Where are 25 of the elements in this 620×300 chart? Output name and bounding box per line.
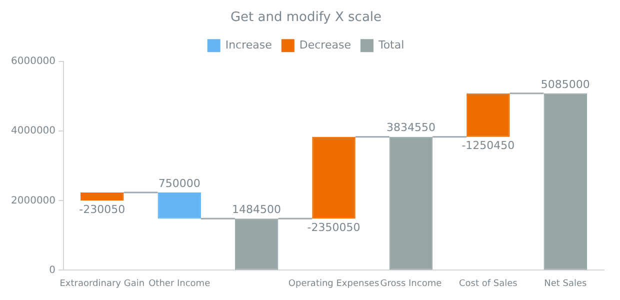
data-label: -230050 <box>79 202 126 216</box>
x-tick-label: Extraordinary Gain <box>60 278 145 289</box>
data-label: 5085000 <box>540 78 590 91</box>
data-label: 750000 <box>158 176 200 190</box>
x-tick-label: Gross Income <box>380 278 442 289</box>
data-label: 1484500 <box>232 202 282 216</box>
bar <box>158 192 201 219</box>
x-tick-label: Cost of Sales <box>459 278 518 289</box>
y-tick-label: 2000000 <box>10 195 56 206</box>
bar <box>80 192 124 201</box>
y-tick-label: 0 <box>49 264 56 276</box>
data-label: -1250450 <box>462 139 515 152</box>
data-label: 3834550 <box>386 121 436 134</box>
bar <box>312 136 356 219</box>
x-tick-label: Operating Expenses <box>288 278 380 289</box>
y-tick-label: 6000000 <box>10 56 56 68</box>
x-tick-label: Other Income <box>148 278 211 289</box>
bar <box>466 93 510 137</box>
legend-label: Decrease <box>299 38 352 52</box>
data-label: -2350050 <box>307 220 360 234</box>
x-tick-label: Net Sales <box>544 278 588 289</box>
chart-title: Get and modify X scale <box>230 10 382 26</box>
y-tick-label: 4000000 <box>10 126 56 137</box>
legend-label: Increase <box>225 38 272 52</box>
legend-label: Total <box>377 38 404 52</box>
